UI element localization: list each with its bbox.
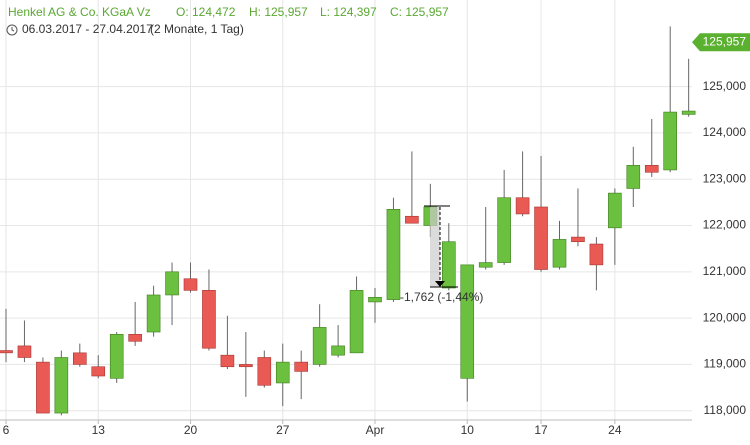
candle-body (534, 206, 548, 270)
x-tick-label: 6 (3, 423, 10, 437)
candle-body (663, 111, 678, 171)
candle-body (460, 264, 475, 379)
candle-body (552, 239, 567, 268)
y-tick-label: 124,000 (703, 125, 747, 139)
candle-body (36, 361, 50, 414)
y-tick-label: 125,000 (703, 79, 747, 93)
x-tick-label: 13 (92, 423, 106, 437)
price-tag-label: 125,957 (703, 34, 747, 48)
period: (2 Monate, 1 Tag) (150, 22, 244, 36)
header-high: H: 125,957 (249, 5, 308, 19)
y-tick-label: 121,000 (703, 264, 747, 278)
header-name: Henkel AG & Co. KGaA Vz (8, 5, 151, 19)
y-tick-label: 118,000 (704, 403, 747, 417)
candle-body (73, 352, 87, 365)
header-low: L: 124,397 (320, 5, 377, 19)
candle-body (368, 296, 382, 303)
y-tick-label: 122,000 (703, 218, 747, 232)
candle-body (183, 278, 198, 291)
candle-body (275, 361, 290, 384)
candle-body (17, 345, 32, 358)
x-tick-label: 27 (276, 423, 290, 437)
candle-body (128, 334, 142, 342)
candle-body (515, 197, 530, 215)
candle-body (349, 290, 364, 354)
candle-body (109, 334, 124, 379)
candle-body (202, 290, 216, 349)
annotation: -1,762 (-1,44%) (400, 290, 483, 304)
candle-body (331, 345, 345, 356)
candle-body (386, 209, 401, 300)
x-tick-label: 24 (608, 423, 622, 437)
clock-icon (6, 24, 18, 36)
candle-body (165, 271, 179, 296)
candle-body (257, 357, 272, 386)
candle-body (294, 361, 309, 372)
candle-body (478, 262, 493, 268)
candle-body (644, 165, 659, 173)
x-tick-label: 17 (534, 423, 548, 437)
candle-body (626, 165, 641, 189)
candle-body (146, 294, 161, 333)
date-range: 06.03.2017 - 27.04.2017 (22, 22, 153, 36)
x-tick-label: 10 (461, 423, 475, 437)
candle-body (220, 354, 235, 368)
clock-icon (11, 27, 15, 32)
grid (0, 0, 692, 420)
y-tick-label: 123,000 (703, 171, 747, 185)
candle-body (239, 364, 253, 368)
price-tag (692, 33, 750, 52)
candle-body (497, 197, 511, 263)
y-tick-label: 119,000 (704, 357, 747, 371)
measure-arrow (435, 281, 445, 287)
candle-body (681, 110, 696, 115)
x-tick-label: Apr (366, 423, 385, 437)
header-close: C: 125,957 (390, 5, 449, 19)
candle-body (571, 236, 585, 243)
candle-body (405, 215, 419, 224)
candles (0, 26, 696, 416)
candle-body (54, 357, 69, 414)
candle-body (312, 327, 327, 365)
candle-body (608, 192, 622, 229)
measure-band (430, 207, 440, 287)
candle-body (589, 243, 604, 266)
candle-body (91, 366, 106, 377)
y-tick-label: 120,000 (703, 310, 747, 324)
candle-body (0, 350, 13, 354)
x-tick-label: 20 (184, 423, 198, 437)
candle-body (441, 241, 456, 289)
header-open: O: 124,472 (176, 5, 236, 19)
